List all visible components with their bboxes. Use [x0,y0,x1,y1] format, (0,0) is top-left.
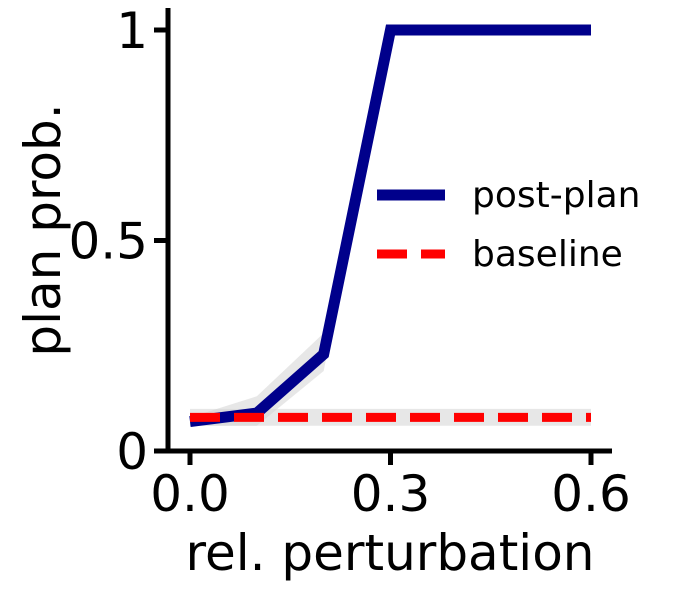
series-line-post-plan [189,24,591,427]
y-tick-label: 0 [116,423,148,481]
legend-label-baseline: baseline [472,234,623,275]
confidence-bands [190,30,591,426]
axes [165,8,612,454]
series-lines [189,24,591,427]
ticks: 0 0.5 1 0.0 0.3 0.6 [68,2,630,523]
x-tick-label: 0.3 [351,465,431,523]
legend: post-plan baseline [377,175,640,275]
x-tick-label: 0.6 [551,465,631,523]
x-tick-label: 0.0 [150,465,230,523]
y-axis-title: plan prob. [14,103,72,356]
legend-label-post-plan: post-plan [472,175,640,216]
y-tick-label: 1 [116,2,148,60]
y-tick-label: 0.5 [68,213,148,271]
x-axis-title: rel. perturbation [186,524,595,582]
band-post-plan [190,30,591,426]
